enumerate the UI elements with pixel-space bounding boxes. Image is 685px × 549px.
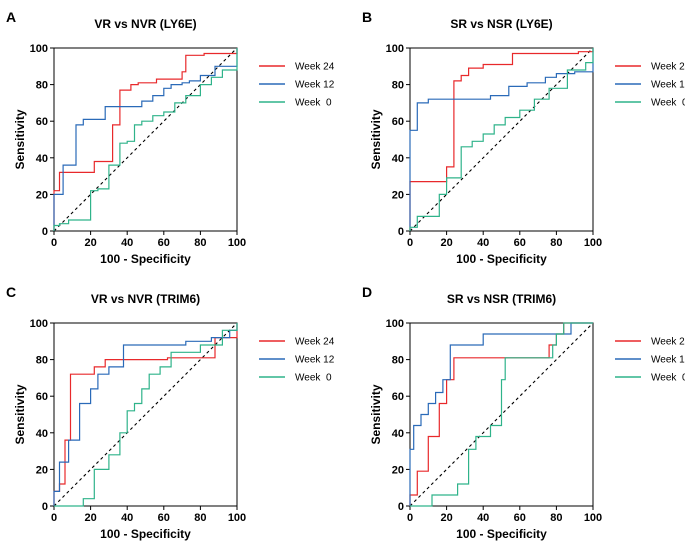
panel-a-title: VR vs NVR (LY6E) bbox=[94, 17, 196, 31]
panel-a-y-tick-label: 100 bbox=[30, 43, 48, 55]
panel-a-legend-label: Week 0 bbox=[295, 98, 332, 109]
panel-c-x-tick-label: 0 bbox=[51, 512, 57, 524]
panel-b-y-axis-title: Sensitivity bbox=[369, 109, 383, 169]
panel-d-x-tick-label: 0 bbox=[407, 512, 413, 524]
panel-c-y-tick-label: 100 bbox=[30, 318, 48, 330]
panel-a-series-week-12 bbox=[53, 48, 238, 231]
panel-a-y-tick-label: 20 bbox=[36, 189, 48, 201]
panel-b-y-tick-label: 0 bbox=[398, 226, 404, 238]
panel-d-reference-diagonal bbox=[409, 322, 594, 507]
panel-c-legend-label: Week 0 bbox=[295, 373, 332, 384]
panel-d-plot-frame bbox=[409, 322, 594, 507]
panel-c-x-axis-title: 100 - Specificity bbox=[100, 527, 191, 541]
panel-c-legend-label: Week 24 bbox=[295, 337, 335, 348]
panel-d: D SR vs NSR (TRIM6)0 20 40 60 80 1000204060801… bbox=[362, 284, 685, 541]
panel-a: A VR vs NVR (LY6E)0 20 40 60 80 10002040608010… bbox=[6, 9, 335, 266]
panel-d-legend-label: Week 12 bbox=[651, 355, 685, 366]
panel-a-reference-diagonal bbox=[53, 47, 238, 232]
panel-b: B SR vs NSR (LY6E)0 20 40 60 80 10002040608010… bbox=[362, 9, 685, 266]
panel-a-x-tick-label: 80 bbox=[194, 237, 206, 249]
panel-d-y-tick-label: 80 bbox=[392, 355, 404, 367]
panel-c-y-tick-label: 0 bbox=[42, 501, 48, 513]
panel-b-legend-label: Week 12 bbox=[651, 80, 685, 91]
panel-d-x-tick-label: 40 bbox=[477, 512, 489, 524]
panel-a-x-tick-label: 0 bbox=[51, 237, 57, 249]
panel-c-y-tick-label: 20 bbox=[36, 464, 48, 476]
panel-d-letter: D bbox=[362, 284, 372, 300]
panel-b-x-tick-label: 100 bbox=[584, 237, 602, 249]
panel-d-legend-label: Week 24 bbox=[651, 337, 685, 348]
panel-c-x-tick-label: 80 bbox=[194, 512, 206, 524]
panel-c-y-tick-label: 40 bbox=[36, 428, 48, 440]
panel-a-y-tick-label: 40 bbox=[36, 153, 48, 165]
panel-a-plot-frame bbox=[53, 47, 238, 232]
panel-b-x-tick-label: 20 bbox=[440, 237, 452, 249]
panel-b-reference-diagonal bbox=[409, 47, 594, 232]
panel-c-reference-diagonal bbox=[53, 322, 238, 507]
panel-d-x-axis-title: 100 - Specificity bbox=[456, 527, 547, 541]
panel-c-plot-frame bbox=[53, 322, 238, 507]
panel-d-legend-label: Week 0 bbox=[651, 373, 685, 384]
panel-b-y-tick-label: 60 bbox=[392, 116, 404, 128]
panel-b-series-week-0 bbox=[409, 48, 594, 231]
panel-a-y-tick-label: 0 bbox=[42, 226, 48, 238]
panel-b-y-tick-label: 20 bbox=[392, 189, 404, 201]
panel-c-legend-label: Week 12 bbox=[295, 355, 335, 366]
panel-b-legend-label: Week 24 bbox=[651, 62, 685, 73]
panel-c-series-week-0 bbox=[54, 323, 238, 507]
panel-a-x-tick-label: 20 bbox=[84, 237, 96, 249]
panel-c-series-week-12 bbox=[53, 323, 238, 506]
panel-a-y-axis-title: Sensitivity bbox=[13, 109, 27, 169]
panel-c-x-tick-label: 40 bbox=[121, 512, 133, 524]
panel-a-legend-label: Week 12 bbox=[295, 80, 335, 91]
panel-b-letter: B bbox=[362, 9, 372, 25]
panel-b-y-tick-label: 100 bbox=[386, 43, 404, 55]
panel-d-y-tick-label: 60 bbox=[392, 391, 404, 403]
panel-b-series-week-24 bbox=[409, 48, 594, 231]
panel-a-letter: A bbox=[6, 9, 16, 25]
panel-b-title: SR vs NSR (LY6E) bbox=[450, 17, 552, 31]
panel-d-title: SR vs NSR (TRIM6) bbox=[447, 292, 556, 306]
panel-c-x-tick-label: 20 bbox=[84, 512, 96, 524]
panel-d-y-tick-label: 20 bbox=[392, 464, 404, 476]
panel-a-series-week-24 bbox=[53, 48, 238, 231]
panel-b-series-week-12 bbox=[409, 48, 594, 231]
panel-d-series-week-0 bbox=[410, 322, 593, 507]
panel-c-x-tick-label: 60 bbox=[158, 512, 170, 524]
panel-d-y-tick-label: 100 bbox=[386, 318, 404, 330]
panel-c-y-tick-label: 60 bbox=[36, 391, 48, 403]
panel-d-x-tick-label: 100 bbox=[584, 512, 602, 524]
panel-c-title: VR vs NVR (TRIM6) bbox=[91, 292, 200, 306]
panel-c-letter: C bbox=[6, 284, 16, 300]
panel-c-y-axis-title: Sensitivity bbox=[13, 384, 27, 444]
panel-d-x-tick-label: 60 bbox=[514, 512, 526, 524]
panel-a-y-tick-label: 80 bbox=[36, 80, 48, 92]
panel-b-x-tick-label: 40 bbox=[477, 237, 489, 249]
panel-d-x-tick-label: 80 bbox=[550, 512, 562, 524]
panel-a-x-axis-title: 100 - Specificity bbox=[100, 252, 191, 266]
panel-b-legend-label: Week 0 bbox=[651, 98, 685, 109]
panel-a-y-tick-label: 60 bbox=[36, 116, 48, 128]
panel-a-x-tick-label: 40 bbox=[121, 237, 133, 249]
panel-c: C VR vs NVR (TRIM6)0 20 40 60 80 1000204060801… bbox=[6, 284, 335, 541]
panel-b-y-tick-label: 80 bbox=[392, 80, 404, 92]
panel-a-series-week-0 bbox=[53, 48, 238, 231]
panel-d-y-axis-title: Sensitivity bbox=[369, 384, 383, 444]
panel-d-y-tick-label: 0 bbox=[398, 501, 404, 513]
panel-d-x-tick-label: 20 bbox=[440, 512, 452, 524]
panel-a-x-tick-label: 60 bbox=[158, 237, 170, 249]
panel-a-legend-label: Week 24 bbox=[295, 62, 335, 73]
panel-a-x-tick-label: 100 bbox=[228, 237, 246, 249]
panel-c-y-tick-label: 80 bbox=[36, 355, 48, 367]
panel-b-y-tick-label: 40 bbox=[392, 153, 404, 165]
panel-b-x-tick-label: 0 bbox=[407, 237, 413, 249]
panel-b-x-tick-label: 80 bbox=[550, 237, 562, 249]
panel-b-x-axis-title: 100 - Specificity bbox=[456, 252, 547, 266]
panel-c-x-tick-label: 100 bbox=[228, 512, 246, 524]
panel-d-y-tick-label: 40 bbox=[392, 428, 404, 440]
panel-b-x-tick-label: 60 bbox=[514, 237, 526, 249]
